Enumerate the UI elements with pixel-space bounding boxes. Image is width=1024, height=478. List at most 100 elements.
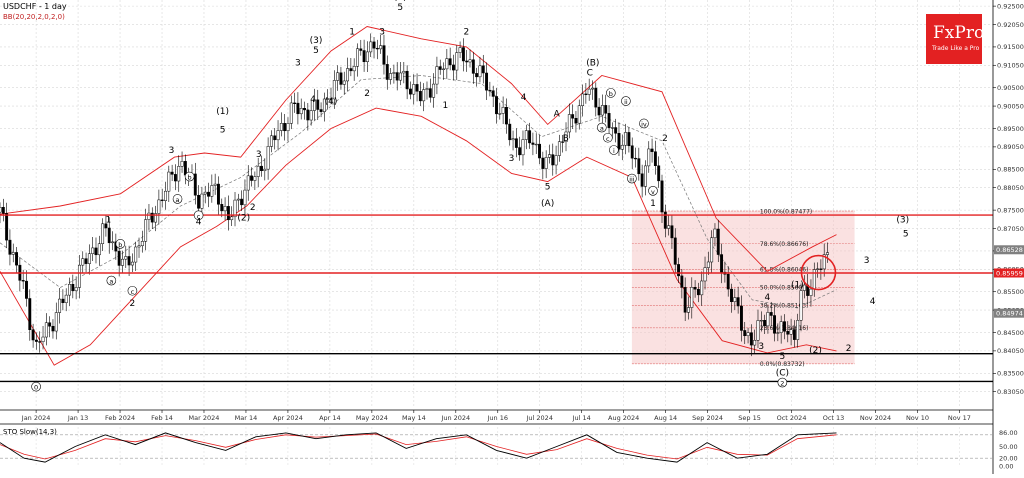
candle-body <box>425 88 429 90</box>
candle-body <box>481 65 485 74</box>
wave-label-circle <box>106 275 117 286</box>
candle-body <box>792 329 796 340</box>
candle-body <box>594 87 598 108</box>
x-tick-label: Jun 16 <box>487 414 509 422</box>
wave-label: 3 <box>295 58 301 68</box>
candle-body <box>564 131 568 143</box>
candle-body <box>342 80 346 85</box>
candle-body <box>700 280 704 296</box>
wave-label: 2 <box>364 89 370 99</box>
price-tag <box>994 245 1024 255</box>
wave-label: (5) <box>394 0 407 3</box>
y-tick-label: 0.92050 <box>997 21 1024 29</box>
fib-level-label: 100.0%(0.87477) <box>760 208 812 215</box>
candle-body <box>173 174 177 182</box>
candle-body <box>743 330 747 337</box>
candle-body <box>465 60 469 63</box>
candle-body <box>796 320 800 340</box>
wave-label: 2 <box>464 28 470 38</box>
x-tick-label: Oct 2024 <box>777 414 807 422</box>
x-tick-label: Apr 2024 <box>273 414 303 422</box>
candle-body <box>452 64 455 71</box>
candle-body <box>395 72 399 81</box>
candle-body <box>177 166 181 182</box>
x-tick-label: Mar 14 <box>235 414 258 422</box>
candle-body <box>220 204 224 212</box>
highlight-circle <box>800 254 837 291</box>
candle-body <box>296 102 300 115</box>
candle-body <box>461 47 465 62</box>
candle-body <box>567 114 571 133</box>
candle-body <box>528 130 532 144</box>
wave-label: 2 <box>130 299 136 309</box>
y-tick-label: 0.92500 <box>997 2 1024 10</box>
y-tick-label: 0.83050 <box>997 388 1024 396</box>
candle-body <box>468 59 472 63</box>
candle-body <box>117 250 121 266</box>
wave-label: 4 <box>764 293 770 303</box>
price-tag-label: 0.85959 <box>996 269 1023 277</box>
price-tag <box>994 268 1024 278</box>
candle-body <box>157 199 161 214</box>
wave-label: 5 <box>397 3 403 13</box>
wave-label: 0 <box>34 384 38 392</box>
wave-label: iii <box>629 176 635 184</box>
candle-body <box>637 158 641 175</box>
x-tick-label: Jan 13 <box>67 414 88 422</box>
candle-body <box>620 144 624 150</box>
candle-body <box>263 168 267 171</box>
candle-body <box>382 45 386 65</box>
wave-label: 2 <box>662 134 668 144</box>
candle-body <box>624 132 628 146</box>
y-tick-label: 0.90050 <box>997 102 1024 110</box>
candle-body <box>739 305 743 331</box>
wave-label: 3 <box>379 28 385 38</box>
candle-body <box>458 47 462 53</box>
candle-body <box>405 70 409 90</box>
candle-body <box>471 59 475 74</box>
wave-label: 3 <box>509 154 515 164</box>
candle-body <box>346 68 350 82</box>
candle-body <box>5 213 9 241</box>
wave-label: (1) <box>791 281 804 291</box>
wave-label: (3) <box>310 36 323 46</box>
candle-body <box>607 113 611 128</box>
candle-body <box>61 298 65 303</box>
candle-body <box>279 123 283 131</box>
candle-body <box>402 70 406 74</box>
candle-body <box>551 154 555 166</box>
candle-body <box>584 93 588 95</box>
y-tick-label: 0.84050 <box>997 347 1024 355</box>
wave-label: 4 <box>870 297 876 307</box>
sto-k-line <box>0 432 837 463</box>
candle-body <box>696 288 700 296</box>
candle-body <box>243 189 247 206</box>
candle-body <box>630 145 634 159</box>
x-tick-label: Aug 14 <box>654 414 677 422</box>
wave-label: 1 <box>442 101 448 111</box>
wave-label: A <box>554 109 561 119</box>
candle-body <box>428 88 432 98</box>
candle-body <box>289 102 293 124</box>
y-tick-label: 0.87050 <box>997 225 1024 233</box>
candle-body <box>306 109 310 121</box>
candle-body <box>706 261 710 268</box>
wave-label: 5 <box>545 183 551 193</box>
x-tick-label: Jun 2024 <box>440 414 470 422</box>
wave-label-circle <box>603 132 613 143</box>
candle-body <box>256 165 260 177</box>
candle-body <box>286 123 290 132</box>
candle-body <box>667 225 671 229</box>
candle-body <box>488 89 492 92</box>
candle-body <box>587 88 591 95</box>
wave-label: i <box>613 147 615 155</box>
wave-label: b <box>188 174 192 182</box>
wave-label: iv <box>641 120 647 128</box>
candle-body <box>713 228 717 239</box>
y-tick-label: 0.87500 <box>997 206 1024 214</box>
wave-label-circle <box>639 118 649 129</box>
candle-body <box>683 287 687 313</box>
candle-body <box>541 157 545 169</box>
candle-body <box>392 72 396 74</box>
wave-label-circle <box>193 210 204 221</box>
